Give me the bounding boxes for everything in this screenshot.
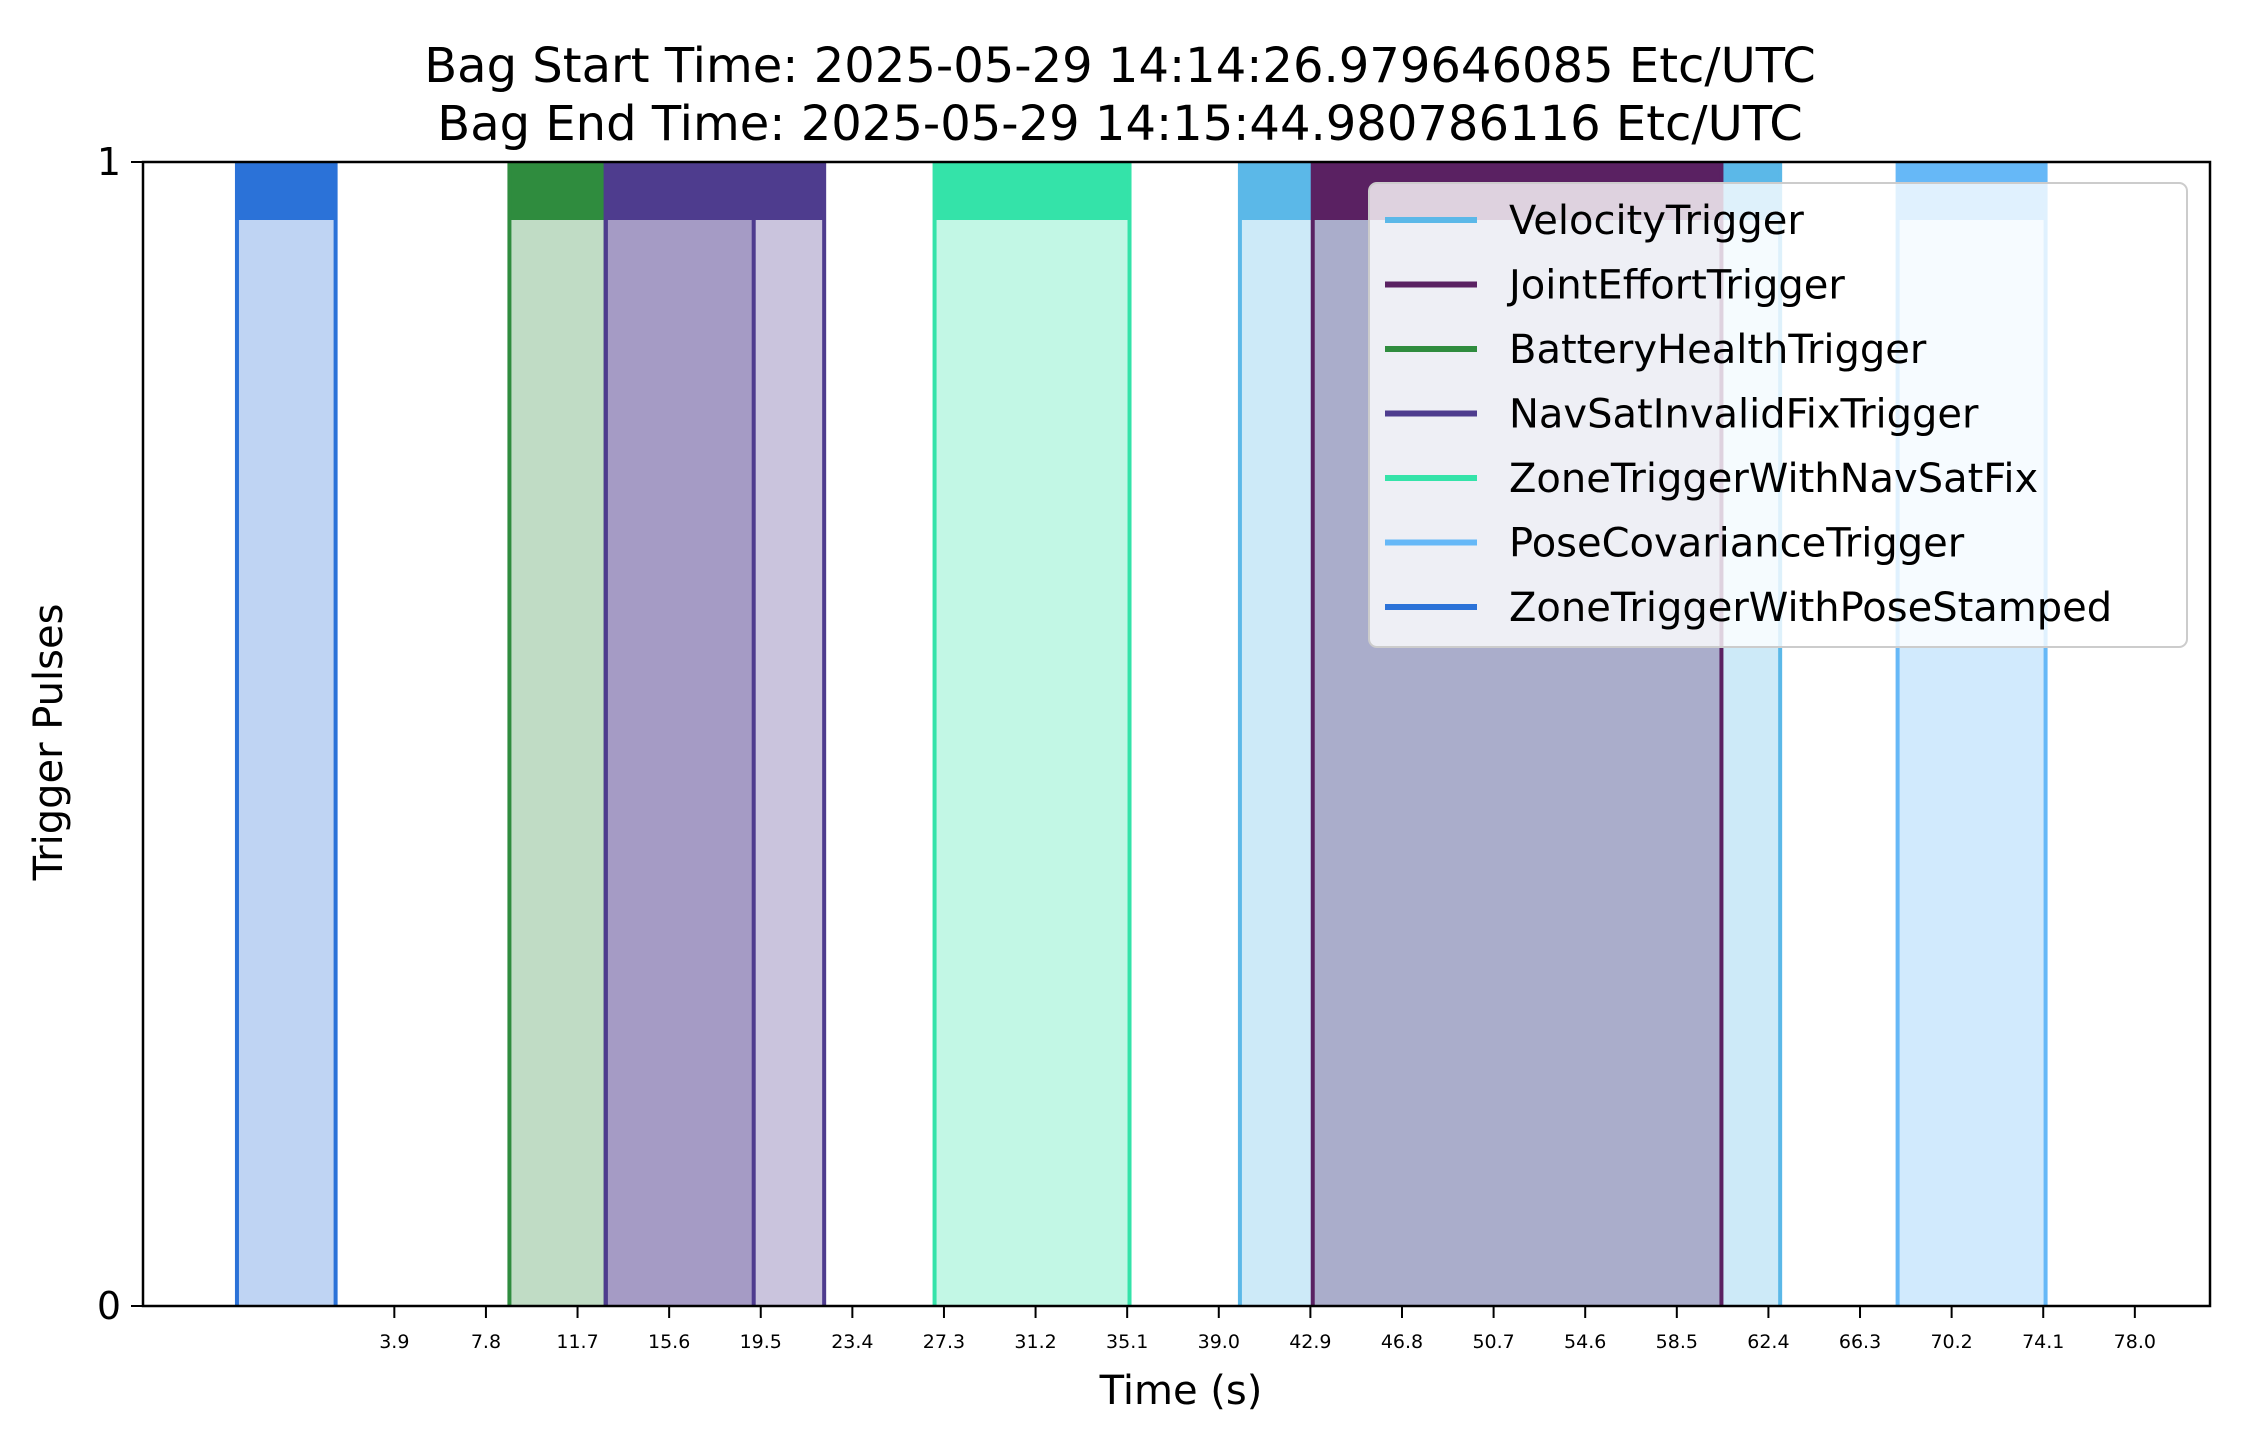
legend-item: BatteryHealthTrigger: [1385, 327, 1927, 373]
y-tick-label: 1: [97, 140, 121, 184]
legend-item: JointEffortTrigger: [1385, 263, 1845, 309]
y-tick-label: 0: [97, 1284, 121, 1328]
chart-title: Bag Start Time: 2025-05-29 14:14:26.9796…: [424, 38, 1816, 152]
legend-box: [1368, 182, 2188, 648]
x-tick-label: 23.4: [831, 1331, 873, 1353]
x-tick-label: 78.0: [2114, 1331, 2156, 1353]
x-tick-label: 62.4: [1747, 1331, 1789, 1353]
x-tick-label: 42.9: [1289, 1331, 1331, 1353]
x-tick-label: 58.5: [1656, 1331, 1698, 1353]
pulse-fill: [509, 220, 606, 1306]
plot-frame: [141, 160, 2212, 1308]
legend-label: NavSatInvalidFixTrigger: [1509, 392, 1979, 438]
x-tick-label: 54.6: [1564, 1331, 1606, 1353]
pulse-fill: [236, 220, 336, 1306]
x-tick-label: 70.2: [1930, 1331, 1972, 1353]
x-tick-label: 19.5: [740, 1331, 782, 1353]
pulse-NavSatInvalidFixTrigger-1: [603, 162, 827, 1306]
legend-label: VelocityTrigger: [1509, 198, 1804, 244]
x-tick-label: 46.8: [1381, 1331, 1423, 1353]
chart-title-end-time: Bag End Time: 2025-05-29 14:15:44.980786…: [437, 96, 1802, 152]
legend-label: ZoneTriggerWithPoseStamped: [1509, 585, 2112, 631]
pulse-fill: [605, 220, 825, 1306]
legend-label: JointEffortTrigger: [1506, 263, 1845, 309]
pulse-ZoneTriggerWithPoseStamped-0: [234, 162, 338, 1306]
x-tick-label: 7.8: [471, 1331, 501, 1353]
legend-label: ZoneTriggerWithNavSatFix: [1509, 456, 2038, 502]
legend-item: PoseCovarianceTrigger: [1385, 521, 1965, 567]
x-tick-label: 31.2: [1014, 1331, 1056, 1353]
y-axis-ticks: 01: [97, 140, 143, 1328]
legend-item: ZoneTriggerWithNavSatFix: [1385, 456, 2038, 502]
x-tick-label: 35.1: [1106, 1331, 1148, 1353]
legend-label: PoseCovarianceTrigger: [1509, 521, 1965, 567]
y-axis-label: Trigger Pulses: [26, 604, 72, 882]
legend-item: NavSatInvalidFixTrigger: [1385, 392, 1979, 438]
x-tick-label: 11.7: [556, 1331, 598, 1353]
x-axis-label: Time (s): [1099, 1368, 1263, 1414]
pulse-BatteryHealthTrigger-0: [507, 162, 608, 1306]
legend-label: BatteryHealthTrigger: [1509, 327, 1927, 373]
x-tick-label: 15.6: [648, 1331, 690, 1353]
legend-item: ZoneTriggerWithPoseStamped: [1385, 585, 2112, 631]
x-tick-label: 66.3: [1839, 1331, 1881, 1353]
pulse-top-band: [236, 162, 336, 220]
pulse-ZoneTriggerWithNavSatFix-0: [932, 162, 1132, 1306]
chart-title-start-time: Bag Start Time: 2025-05-29 14:14:26.9796…: [424, 38, 1816, 94]
pulse-top-band: [934, 162, 1130, 220]
legend: VelocityTrigger JointEffortTrigger Battery…: [1368, 182, 2188, 648]
x-tick-label: 74.1: [2022, 1331, 2064, 1353]
legend-item: VelocityTrigger: [1385, 198, 1804, 244]
x-tick-label: 50.7: [1472, 1331, 1514, 1353]
x-axis-ticks: 3.9 7.8 11.7 15.6 19.5 23.4 27.3 31.2 35.1 39.0 42…: [379, 1306, 2156, 1353]
x-tick-label: 27.3: [923, 1331, 965, 1353]
pulse-fill: [605, 220, 754, 1306]
x-tick-label: 3.9: [379, 1331, 409, 1353]
pulse-fill: [934, 220, 1130, 1306]
pulse-top-band: [509, 162, 606, 220]
pulse-top-band: [605, 162, 825, 220]
x-tick-label: 39.0: [1198, 1331, 1240, 1353]
